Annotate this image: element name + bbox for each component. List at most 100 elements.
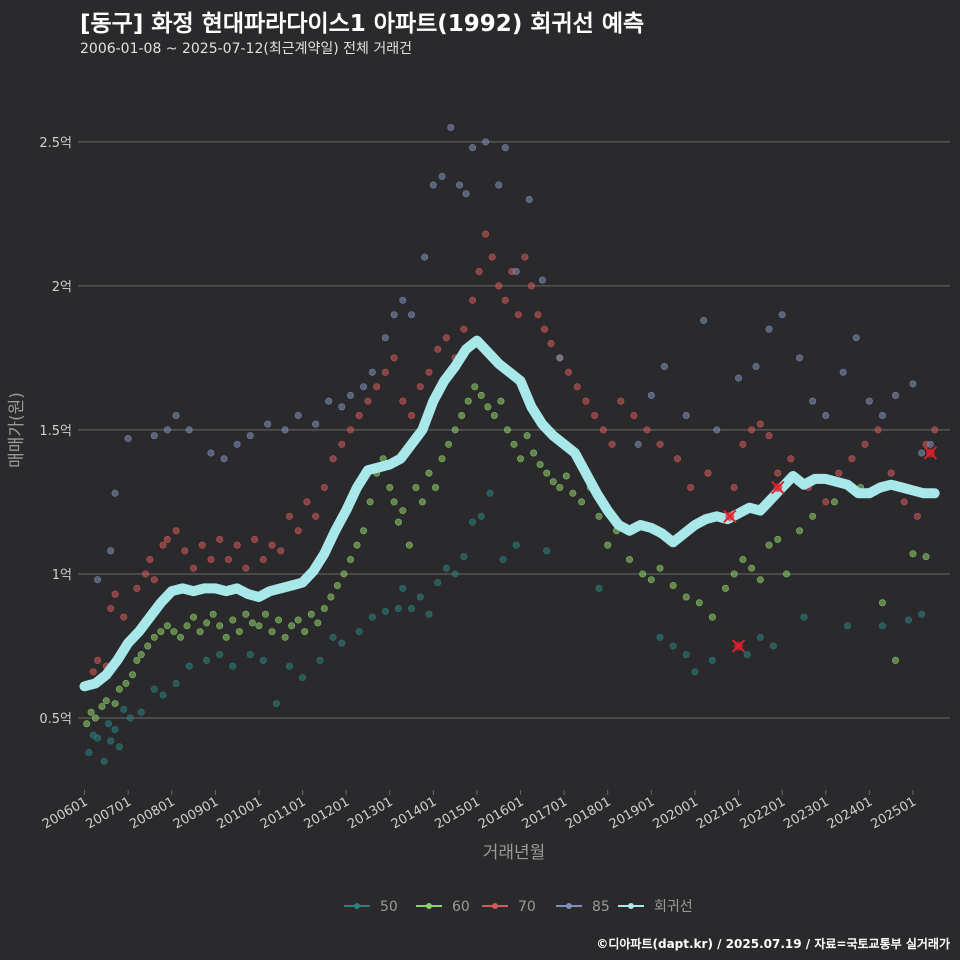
scatter-point-85	[163, 426, 171, 434]
scatter-point-85	[525, 195, 533, 203]
scatter-point-85	[647, 391, 655, 399]
scatter-point-60	[360, 527, 368, 535]
x-tick-label: 202101	[694, 794, 744, 832]
scatter-point-50	[434, 579, 442, 587]
scatter-point-50	[543, 547, 551, 555]
scatter-point-60	[91, 714, 99, 722]
scatter-point-60	[137, 651, 145, 659]
scatter-point-85	[796, 354, 804, 362]
legend-item-4: 회귀선	[618, 899, 693, 915]
scatter-point-70	[547, 339, 555, 347]
scatter-point-60	[708, 613, 716, 621]
scatter-point-50	[203, 656, 211, 664]
scatter-point-70	[774, 469, 782, 477]
scatter-point-70	[913, 512, 921, 520]
scatter-point-50	[94, 734, 102, 742]
scatter-point-50	[399, 584, 407, 592]
scatter-point-70	[146, 556, 154, 564]
scatter-point-70	[527, 282, 535, 290]
scatter-point-60	[477, 391, 485, 399]
scatter-point-50	[316, 656, 324, 664]
scatter-point-85	[399, 296, 407, 304]
scatter-point-60	[556, 484, 564, 492]
scatter-point-70	[142, 570, 150, 578]
scatter-point-60	[543, 469, 551, 477]
scatter-point-50	[800, 613, 808, 621]
legend-item-2: 70	[482, 899, 536, 915]
scatter-point-60	[327, 593, 335, 601]
scatter-point-60	[288, 622, 296, 630]
scatter-point-70	[861, 440, 869, 448]
scatter-point-50	[416, 593, 424, 601]
scatter-point-85	[429, 181, 437, 189]
x-tick-label: 201701	[520, 794, 570, 832]
highlight-marker	[923, 446, 938, 460]
x-tick-label: 201201	[302, 794, 352, 832]
scatter-point-85	[111, 489, 119, 497]
scatter-point-50	[469, 518, 477, 526]
scatter-point-70	[617, 397, 625, 405]
scatter-point-70	[346, 426, 354, 434]
x-tick-label: 200901	[171, 794, 221, 832]
scatter-point-60	[458, 412, 466, 420]
scatter-point-70	[599, 426, 607, 434]
scatter-point-60	[569, 489, 577, 497]
scatter-point-70	[495, 282, 503, 290]
scatter-point-50	[229, 662, 237, 670]
scatter-point-70	[107, 605, 115, 613]
scatter-point-85	[482, 138, 490, 146]
scatter-point-50	[85, 749, 93, 757]
scatter-point-70	[381, 368, 389, 376]
scatter-point-60	[301, 628, 309, 636]
scatter-point-60	[830, 498, 838, 506]
scatter-point-50	[394, 605, 402, 613]
scatter-point-60	[809, 512, 817, 520]
scatter-point-70	[373, 383, 381, 391]
scatter-point-85	[660, 363, 668, 371]
scatter-point-60	[922, 553, 930, 561]
scatter-point-70	[399, 397, 407, 405]
scatter-point-85	[421, 253, 429, 261]
legend-label: 70	[518, 899, 536, 915]
scatter-point-85	[713, 426, 721, 434]
scatter-point-70	[501, 296, 509, 304]
scatter-point-50	[477, 512, 485, 520]
scatter-point-70	[224, 556, 232, 564]
scatter-point-60	[346, 556, 354, 564]
scatter-point-60	[418, 498, 426, 506]
scatter-point-85	[926, 440, 934, 448]
scatter-point-60	[163, 622, 171, 630]
scatter-point-85	[281, 426, 289, 434]
scatter-point-85	[865, 397, 873, 405]
x-tick-label: 201101	[258, 794, 308, 832]
scatter-point-85	[891, 391, 899, 399]
scatter-point-85	[822, 412, 830, 420]
scatter-point-50	[425, 610, 433, 618]
scatter-point-50	[486, 489, 494, 497]
scatter-point-60	[386, 484, 394, 492]
scatter-point-70	[442, 334, 450, 342]
scatter-point-50	[126, 714, 134, 722]
scatter-point-70	[787, 455, 795, 463]
scatter-point-85	[752, 363, 760, 371]
scatter-point-85	[765, 325, 773, 333]
scatter-point-60	[748, 564, 756, 572]
scatter-point-50	[115, 743, 123, 751]
scatter-point-70	[416, 383, 424, 391]
scatter-point-70	[482, 230, 490, 238]
scatter-point-85	[360, 383, 368, 391]
y-tick-label: 1.5억	[39, 424, 72, 439]
scatter-point-85	[682, 412, 690, 420]
scatter-point-50	[172, 679, 180, 687]
scatter-point-60	[891, 656, 899, 664]
scatter-point-60	[353, 541, 361, 549]
legend: 50 60 70 85 회귀선	[344, 899, 693, 915]
scatter-point-60	[530, 449, 538, 457]
scatter-point-70	[120, 613, 128, 621]
scatter-point-85	[94, 576, 102, 584]
scatter-point-60	[604, 541, 612, 549]
scatter-point-50	[105, 720, 113, 728]
scatter-point-60	[497, 397, 505, 405]
scatter-point-60	[517, 455, 525, 463]
